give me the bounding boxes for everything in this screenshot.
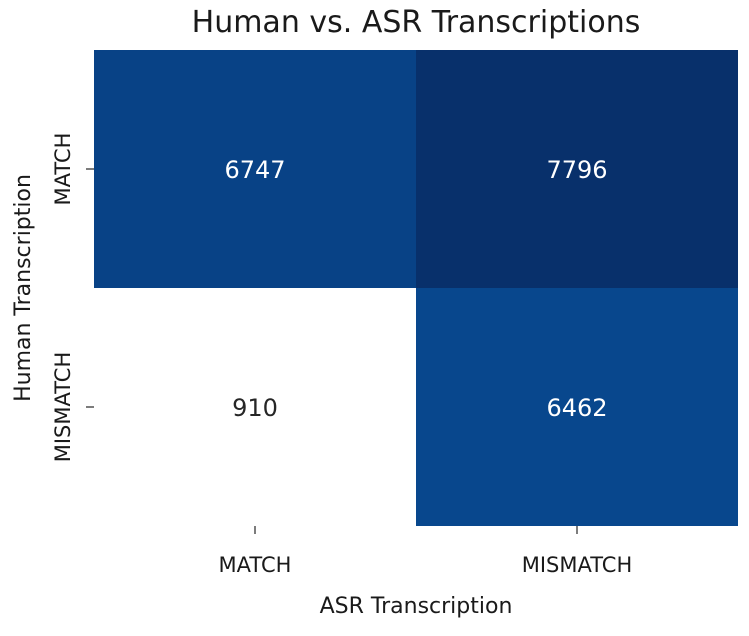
cell-value-label: 7796 (546, 156, 607, 184)
heatmap-cell-mismatch-match (94, 288, 416, 526)
cell-value-label: 6462 (546, 394, 607, 422)
chart-title: Human vs. ASR Transcriptions (192, 5, 641, 40)
y-axis-label: Human Transcription (11, 174, 36, 402)
heatmap-cells: 6747 7796 910 6462 (94, 50, 738, 526)
cell-value-label: 910 (232, 394, 278, 422)
heatmap-cell-match-match (94, 50, 416, 288)
x-axis-label: ASR Transcription (320, 594, 513, 619)
y-tick-label: MATCH (51, 133, 75, 206)
heatmap-cell-mismatch-mismatch (416, 288, 738, 526)
x-tick-label: MATCH (219, 553, 292, 577)
heatmap-cell-match-mismatch (416, 50, 738, 288)
x-tick-label: MISMATCH (522, 553, 633, 577)
cell-value-label: 6747 (224, 156, 285, 184)
tick-marks (86, 168, 578, 534)
tick-labels: MATCH MISMATCH MATCH MISMATCH (51, 133, 632, 577)
y-tick-label: MISMATCH (51, 352, 75, 463)
